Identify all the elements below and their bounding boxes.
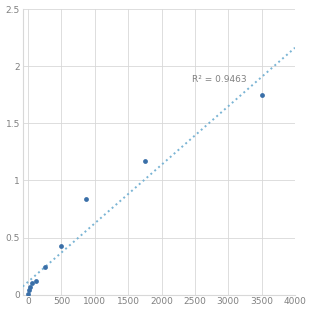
Point <box>84 196 89 201</box>
Point <box>34 279 39 284</box>
Point <box>30 281 35 286</box>
Point <box>42 265 47 270</box>
Point <box>59 243 64 248</box>
Point <box>142 158 147 163</box>
Text: R² = 0.9463: R² = 0.9463 <box>192 76 246 84</box>
Point <box>27 288 32 293</box>
Point <box>28 284 33 289</box>
Point <box>26 292 31 297</box>
Point <box>259 92 264 97</box>
